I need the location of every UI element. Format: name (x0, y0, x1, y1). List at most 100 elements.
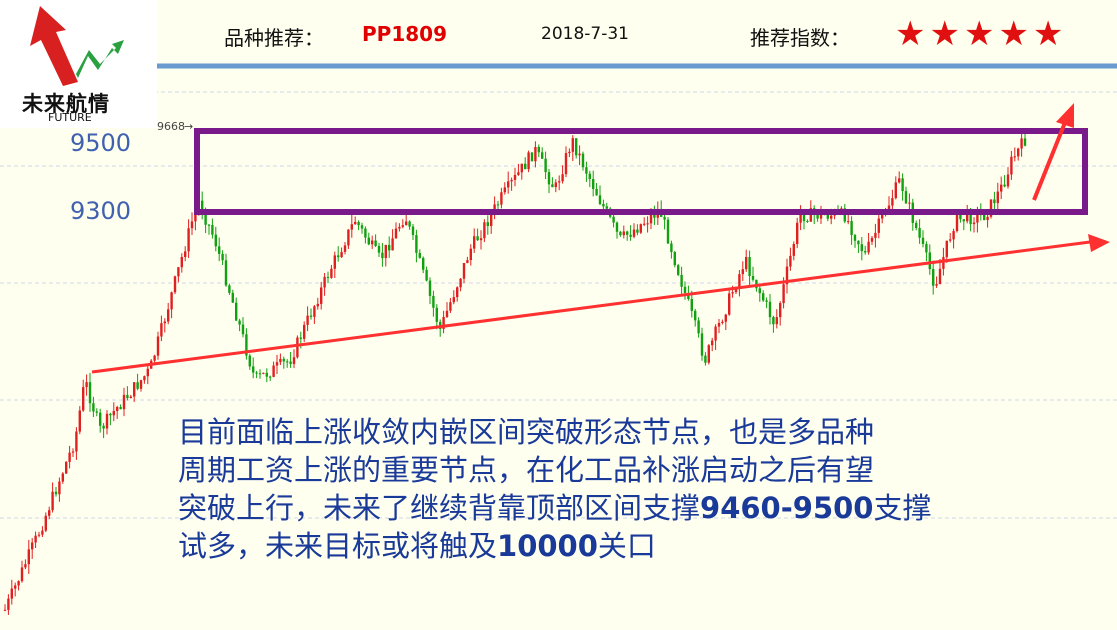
candle-body (146, 368, 149, 377)
candle (129, 394, 132, 399)
candle (105, 410, 109, 435)
candle-body (170, 292, 173, 310)
candle (245, 328, 248, 360)
candle (741, 261, 744, 282)
candle-body (595, 188, 598, 196)
candle (683, 281, 687, 300)
candle-body (738, 274, 741, 289)
candle-body (160, 323, 163, 337)
candle-body (1013, 156, 1016, 158)
candle (469, 244, 472, 266)
candle (14, 582, 17, 597)
candle-body (765, 300, 768, 302)
candle (228, 283, 231, 295)
candle (578, 145, 581, 166)
report-date: 2018-7-31 (541, 24, 629, 44)
candle (61, 472, 64, 484)
candle (112, 402, 115, 422)
candle-body (864, 251, 867, 253)
candle-body (262, 372, 265, 374)
candle (1003, 175, 1006, 188)
candle-body (510, 179, 513, 182)
ytick-label: 9300 (70, 197, 131, 225)
target-price: 10000 (497, 529, 598, 563)
candle-body (483, 222, 486, 239)
candle (585, 161, 588, 182)
candle-body (422, 257, 425, 270)
candle (626, 230, 629, 241)
candle-body (282, 358, 285, 362)
candle-body (184, 251, 187, 258)
candle (962, 219, 965, 231)
candle-body (241, 324, 245, 335)
candle-body (418, 252, 421, 258)
candle-body (479, 238, 483, 241)
candle-body (571, 138, 574, 152)
candle-body (381, 252, 384, 259)
candle (1013, 147, 1016, 162)
candle (452, 290, 455, 305)
candle (241, 317, 245, 338)
candle-body (643, 223, 646, 225)
candle-body (296, 337, 299, 358)
candle (78, 406, 81, 435)
candle-body (323, 276, 326, 288)
candle (745, 249, 748, 272)
candle (258, 369, 262, 379)
candle-body (745, 256, 748, 270)
candle (989, 199, 993, 219)
candle-body (24, 564, 27, 568)
candle-body (333, 255, 336, 269)
candle-body (972, 222, 976, 225)
candle-body (163, 321, 166, 324)
candle (136, 373, 139, 391)
variety-label: 品种推荐： (224, 26, 324, 50)
candle (286, 359, 289, 368)
candle-body (306, 315, 309, 325)
candle (289, 352, 292, 368)
candle (622, 225, 625, 239)
candle (857, 240, 860, 254)
candle-body (779, 303, 782, 318)
candle-body (734, 288, 738, 293)
candle-body (207, 224, 211, 226)
candle (398, 223, 401, 232)
candle (54, 487, 58, 497)
candle (530, 152, 534, 162)
candle (935, 276, 938, 289)
candle-body (673, 252, 676, 266)
candle-body (228, 285, 231, 293)
candle-body (955, 213, 959, 232)
candle-body (486, 222, 489, 227)
candle-body (891, 198, 894, 206)
candle (921, 230, 925, 248)
candle-body (898, 178, 901, 183)
candle-body (694, 310, 697, 321)
candle (333, 251, 336, 278)
candle-body (908, 202, 911, 204)
candle-body (928, 252, 931, 270)
candle-body (792, 243, 795, 256)
candle-body (537, 146, 540, 153)
candle-body (816, 214, 819, 219)
candle-body (442, 316, 445, 329)
candle (102, 423, 105, 439)
candle (758, 284, 761, 302)
candle (265, 368, 268, 383)
candle-body (112, 410, 115, 416)
candle (619, 231, 622, 237)
candle-body (167, 309, 170, 322)
candle-body (14, 585, 17, 589)
candle-body (802, 214, 806, 222)
candle-body (1023, 138, 1027, 146)
candle-body (782, 284, 785, 304)
candle (156, 331, 160, 360)
candle-body (347, 229, 350, 246)
candle-body (935, 284, 938, 286)
candle-body (857, 240, 860, 245)
candle-body (544, 158, 547, 173)
candle-body (17, 581, 20, 586)
candle (847, 213, 850, 225)
candle (459, 277, 462, 292)
candle-body (398, 226, 401, 229)
